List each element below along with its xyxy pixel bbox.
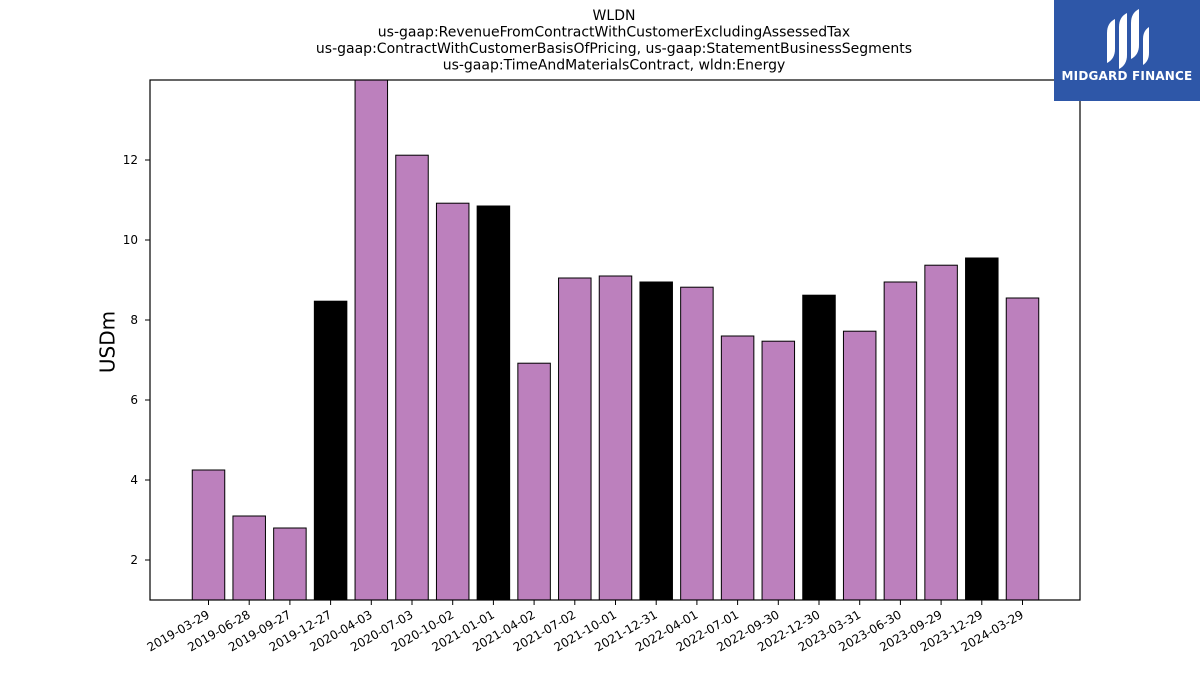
bar bbox=[476, 205, 511, 601]
bar bbox=[517, 362, 551, 601]
bar bbox=[232, 515, 266, 601]
midgard-finance-logo: MIDGARD FINANCE bbox=[1054, 0, 1200, 101]
logo-text: MIDGARD FINANCE bbox=[1061, 69, 1193, 83]
bar bbox=[558, 277, 592, 601]
y-tick-label: 10 bbox=[123, 233, 138, 247]
bar bbox=[883, 281, 918, 601]
chart-title-line: WLDN bbox=[593, 8, 636, 24]
bar bbox=[191, 469, 226, 601]
bar bbox=[395, 154, 429, 601]
midgard-logo-icon bbox=[1107, 9, 1149, 69]
bar bbox=[924, 264, 958, 601]
x-axis: 2019-03-292019-06-282019-09-272019-12-27… bbox=[145, 600, 1026, 654]
bar bbox=[435, 202, 470, 601]
y-tick-label: 6 bbox=[130, 393, 138, 407]
bar bbox=[842, 330, 877, 601]
bar bbox=[720, 335, 755, 601]
y-tick-label: 12 bbox=[123, 153, 138, 167]
bar bbox=[1005, 297, 1040, 601]
y-axis: 2 4 6 8 10 12 bbox=[123, 153, 150, 567]
bar bbox=[598, 275, 633, 601]
chart-title-line: us-gaap:ContractWithCustomerBasisOfPrici… bbox=[316, 41, 912, 57]
y-axis-label: USDm bbox=[96, 311, 120, 373]
y-tick-label: 8 bbox=[130, 313, 138, 327]
bar bbox=[639, 281, 673, 601]
chart-title-line: us-gaap:TimeAndMaterialsContract, wldn:E… bbox=[443, 58, 786, 74]
chart-title-line: us-gaap:RevenueFromContractWithCustomerE… bbox=[378, 25, 850, 41]
bar bbox=[313, 300, 348, 601]
y-tick-label: 2 bbox=[130, 553, 138, 567]
chart-title: WLDNus-gaap:RevenueFromContractWithCusto… bbox=[316, 8, 912, 74]
bar bbox=[761, 340, 796, 601]
bar bbox=[965, 257, 999, 601]
bar bbox=[802, 294, 836, 601]
y-tick-label: 4 bbox=[130, 473, 138, 487]
bars bbox=[191, 79, 1040, 601]
bar bbox=[273, 527, 307, 601]
bar bbox=[680, 286, 714, 601]
plot-frame bbox=[149, 79, 1081, 601]
bar bbox=[354, 79, 389, 601]
